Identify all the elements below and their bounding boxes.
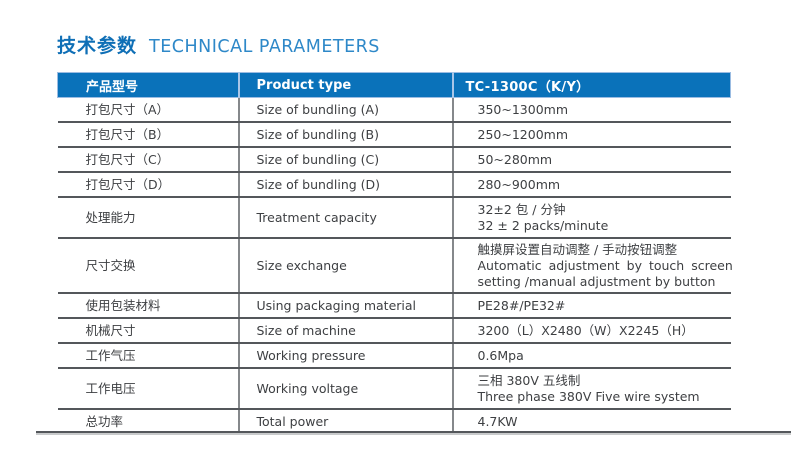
- cell-label-zh: 尺寸交换: [57, 238, 239, 294]
- cell-label-zh: 工作气压: [57, 343, 239, 369]
- value-line: 0.6Mpa: [477, 347, 524, 363]
- table-row: 使用包装材料 Using packaging material PE28#/PE32…: [57, 293, 731, 319]
- cell-value: 50~280mm: [451, 147, 731, 173]
- table-header-row: 产品型号 Product type TC-1300C（K/Y）: [57, 72, 731, 98]
- page-title-zh: 技术参数: [57, 35, 138, 57]
- cell-label-en: Working voltage: [237, 368, 453, 410]
- header-cell-product-type: Product type: [237, 72, 453, 98]
- table-row: 尺寸交换 Size exchange 触摸屏设置自动调整 / 手动按钮调整 Autom…: [57, 238, 733, 294]
- bottom-rule-divider: [36, 431, 791, 433]
- cell-label-en: Treatment capacity: [237, 197, 453, 239]
- cell-label-zh: 总功率: [85, 413, 124, 429]
- table-row: 打包尺寸（C） Size of bundling (C) 50~280mm: [57, 147, 731, 173]
- cell-label-zh: 工作电压: [57, 368, 239, 410]
- value-line: 350~1300mm: [477, 101, 569, 117]
- value-line: 280~900mm: [477, 176, 561, 192]
- header-cell-product-model: 产品型号: [57, 72, 239, 98]
- value-line: 4.7KW: [477, 413, 518, 429]
- value-line: setting /manual adjustment by button: [477, 273, 716, 289]
- table-row: 工作电压 Working voltage 三相 380V 五线制 Three phas…: [57, 368, 731, 410]
- table-row: 打包尺寸（A） Size of bundling (A) 350~1300mm: [57, 97, 731, 123]
- cell-label-zh: 打包尺寸（B）: [57, 122, 239, 148]
- table-row: 总功率 Total power 4.7KW: [58, 409, 731, 433]
- value-line: 触摸屏设置自动调整 / 手动按钮调整: [477, 241, 678, 257]
- value-line: PE28#/PE32#: [477, 297, 566, 313]
- cell-label-zh: 打包尺寸（D）: [57, 172, 239, 198]
- value-line: 32±2 包 / 分钟: [477, 201, 566, 217]
- page-title: 技术参数 TECHNICAL PARAMETERS: [57, 31, 380, 58]
- technical-parameters-table: 产品型号 Product type TC-1300C（K/Y） 打包尺寸（A） S…: [57, 72, 733, 433]
- cell-label-en: Working pressure: [237, 343, 453, 369]
- value-line: Automatic adjustment by touch screen: [477, 257, 733, 273]
- cell-value: 32±2 包 / 分钟 32 ± 2 packs/minute: [451, 197, 731, 239]
- cell-label-en: Size of machine: [237, 318, 453, 344]
- cell-value: 三相 380V 五线制 Three phase 380V Five wire sy…: [451, 368, 731, 410]
- table-row: 处理能力 Treatment capacity 32±2 包 / 分钟 32 ± 2 …: [57, 197, 731, 239]
- cell-value: 3200（L）X2480（W）X2245（H）: [451, 318, 731, 344]
- cell-value: 触摸屏设置自动调整 / 手动按钮调整 Automatic adjustment b…: [451, 238, 733, 294]
- spec-table-body: 打包尺寸（A） Size of bundling (A) 350~1300mm 打包尺…: [57, 97, 733, 433]
- cell-value: 250~1200mm: [451, 122, 731, 148]
- page-title-en: TECHNICAL PARAMETERS: [149, 37, 380, 57]
- header-cell-model-value: TC-1300C（K/Y）: [451, 72, 731, 98]
- cell-label-zh: 处理能力: [57, 197, 239, 239]
- value-line: 32 ± 2 packs/minute: [477, 217, 609, 233]
- table-row: 工作气压 Working pressure 0.6Mpa: [57, 343, 731, 369]
- cell-label-en: Size of bundling (D): [237, 172, 453, 198]
- cell-label-zh: 使用包装材料: [57, 293, 239, 319]
- cell-label-zh: 打包尺寸（A）: [57, 97, 239, 123]
- table-row: 打包尺寸（B） Size of bundling (B) 250~1200mm: [57, 122, 731, 148]
- cell-label-en: Total power: [237, 409, 453, 433]
- table-header: 产品型号 Product type TC-1300C（K/Y）: [57, 72, 731, 98]
- value-line: 三相 380V 五线制: [477, 372, 581, 388]
- cell-value: 0.6Mpa: [451, 343, 731, 369]
- value-line: 250~1200mm: [477, 126, 569, 142]
- value-line: 3200（L）X2480（W）X2245（H）: [477, 322, 694, 338]
- cell-value: PE28#/PE32#: [451, 293, 731, 319]
- value-line: 50~280mm: [477, 151, 553, 167]
- cell-label-en: Size of bundling (A): [237, 97, 453, 123]
- cell-label-en: Using packaging material: [237, 293, 453, 319]
- cell-label-en: Size of bundling (B): [237, 122, 453, 148]
- cell-label-en: Size exchange: [237, 238, 453, 294]
- cell-label-en: Size of bundling (C): [237, 147, 453, 173]
- cell-value: 4.7KW: [451, 409, 731, 433]
- table-row: 打包尺寸（D） Size of bundling (D) 280~900mm: [57, 172, 731, 198]
- cell-value: 350~1300mm: [451, 97, 731, 123]
- table-row: 机械尺寸 Size of machine 3200（L）X2480（W）X2245（…: [57, 318, 731, 344]
- cell-label-zh: 机械尺寸: [57, 318, 239, 344]
- cell-value: 280~900mm: [451, 172, 731, 198]
- cell-label-zh: 打包尺寸（C）: [57, 147, 239, 173]
- value-line: Three phase 380V Five wire system: [477, 388, 700, 404]
